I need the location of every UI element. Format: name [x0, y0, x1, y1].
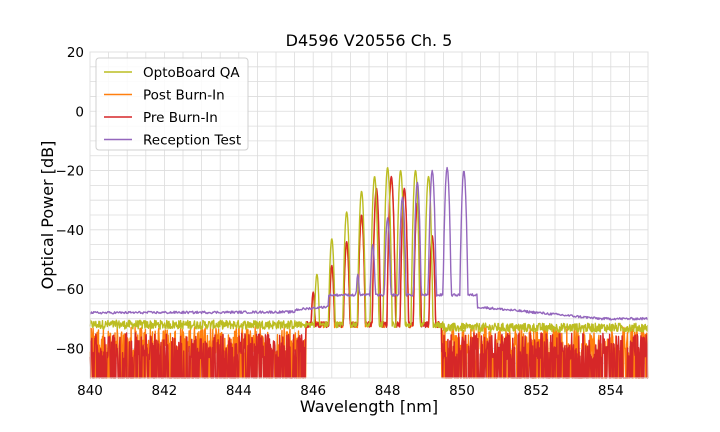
x-tick-label: 846: [300, 383, 326, 399]
x-tick-labels: 840 842 844 846 848 850 852 854: [77, 383, 624, 399]
series-line-reception-test: [89, 166, 649, 321]
y-tick-label: −60: [56, 282, 85, 298]
y-tick-label: −40: [56, 223, 85, 239]
x-tick-label: 844: [226, 383, 252, 399]
y-tick-label: 20: [67, 45, 84, 61]
y-tick-label: 0: [75, 104, 84, 120]
x-tick-label: 850: [449, 383, 475, 399]
y-tick-label: −20: [56, 164, 85, 180]
x-tick-label: 854: [598, 383, 624, 399]
legend-label: OptoBoard QA: [143, 65, 240, 81]
x-tick-label: 842: [152, 383, 178, 399]
legend-label: Post Burn-In: [143, 88, 225, 104]
y-tick-labels: 20 0 −20 −40 −60 −80: [56, 45, 85, 357]
y-tick-label: −80: [56, 341, 85, 357]
y-axis-label: Optical Power [dB]: [38, 141, 57, 290]
chart-title: D4596 V20556 Ch. 5: [286, 31, 453, 50]
plot-frame: [89, 51, 649, 379]
legend-label: Reception Test: [143, 133, 241, 149]
x-tick-label: 840: [77, 383, 103, 399]
x-tick-label: 852: [524, 383, 550, 399]
x-tick-label: 848: [375, 383, 401, 399]
series-line-optoboard-qa: [89, 167, 649, 333]
legend-box: [95, 57, 249, 151]
legend: OptoBoard QA Post Burn-In Pre Burn-In Recep…: [95, 57, 249, 151]
legend-label: Pre Burn-In: [143, 110, 218, 126]
x-axis-label: Wavelength [nm]: [300, 397, 438, 416]
